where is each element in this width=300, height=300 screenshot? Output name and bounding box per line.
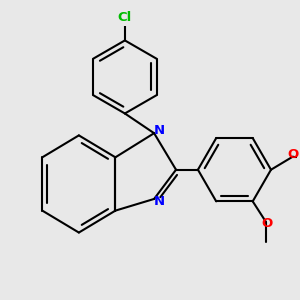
Text: N: N (154, 195, 165, 208)
Text: O: O (287, 148, 298, 161)
Text: O: O (261, 217, 272, 230)
Text: N: N (154, 124, 165, 137)
Text: Cl: Cl (118, 11, 132, 23)
